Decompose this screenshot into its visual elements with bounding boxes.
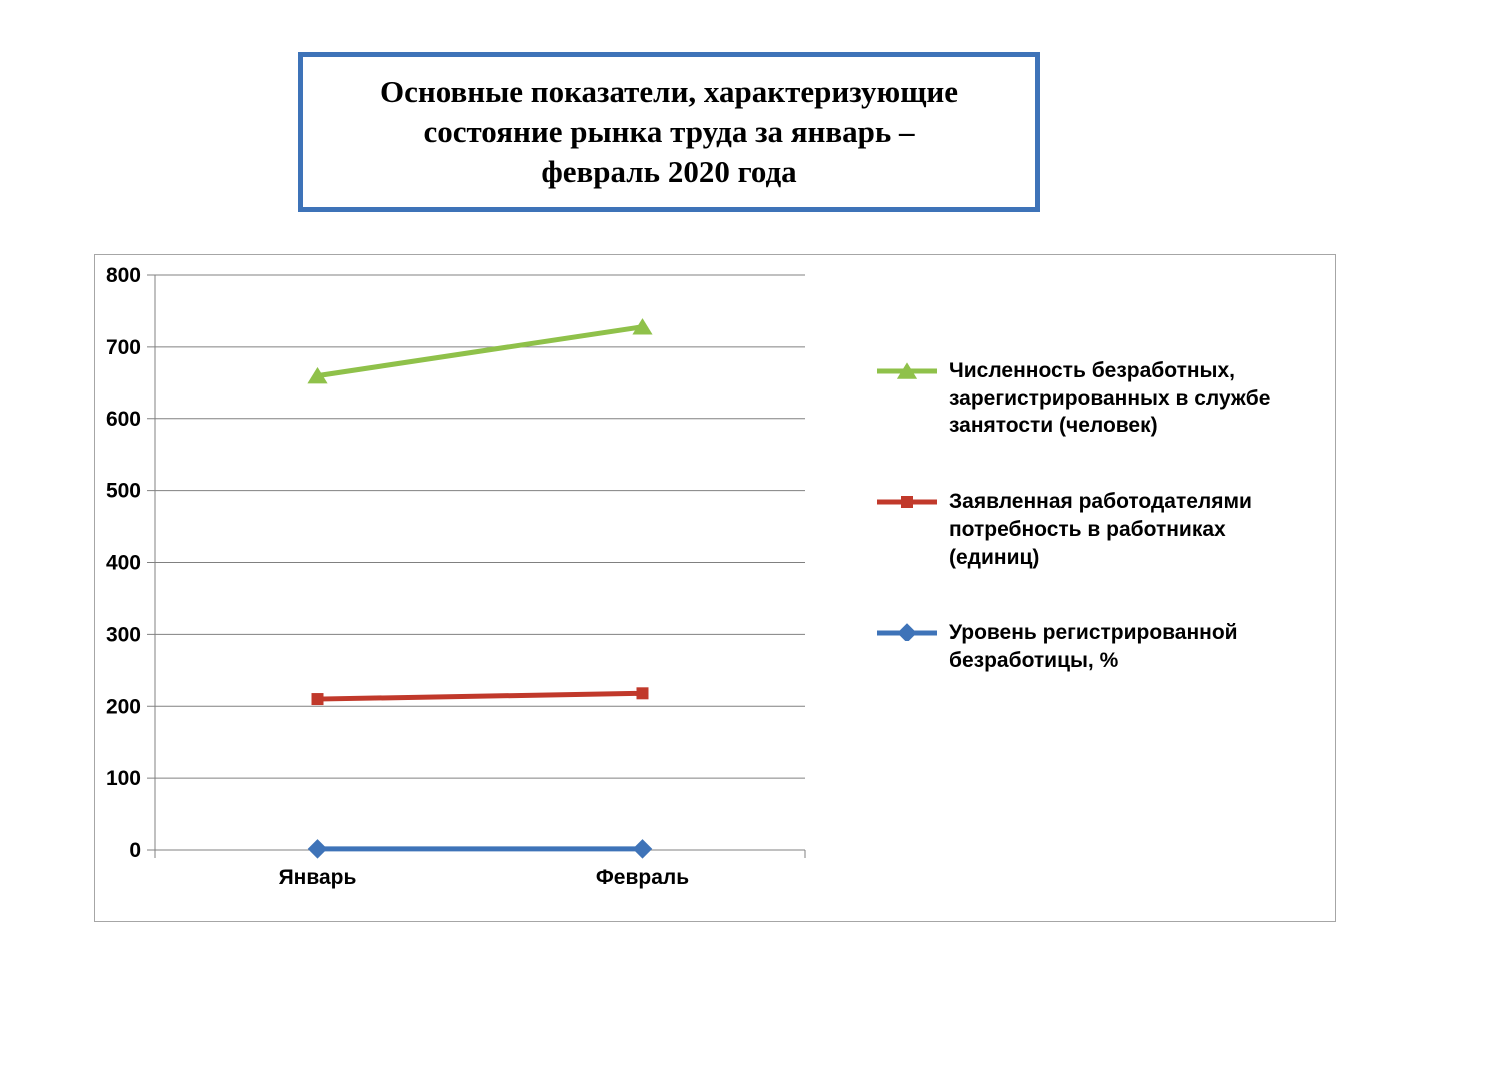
chart-legend: Численность безработных, зарегистрирован…	[877, 357, 1307, 723]
chart-container: 0 100 200 300 400 500 600 700 800 Январь Февраль Ч…	[94, 254, 1336, 922]
legend-swatch-vacancies	[877, 488, 937, 510]
chart-title-box: Основные показатели, характеризующие сос…	[298, 52, 1040, 212]
legend-label-vacancies: Заявленная работодателями потребность в …	[949, 488, 1307, 571]
svg-text:0: 0	[129, 839, 141, 862]
legend-item-unemployed: Численность безработных, зарегистрирован…	[877, 357, 1307, 440]
legend-swatch-unemployment_rate	[877, 619, 937, 641]
svg-text:700: 700	[106, 336, 141, 359]
svg-text:100: 100	[106, 767, 141, 790]
legend-label-unemployment_rate: Уровень регистрированной безработицы, %	[949, 619, 1307, 674]
svg-text:600: 600	[106, 408, 141, 431]
svg-text:Февраль: Февраль	[596, 866, 689, 889]
page: Основные показатели, характеризующие сос…	[0, 0, 1500, 1071]
svg-text:Январь: Январь	[279, 866, 357, 889]
svg-text:200: 200	[106, 695, 141, 718]
svg-text:400: 400	[106, 552, 141, 575]
legend-label-unemployed: Численность безработных, зарегистрирован…	[949, 357, 1307, 440]
svg-text:300: 300	[106, 623, 141, 646]
chart-title: Основные показатели, характеризующие сос…	[380, 72, 958, 193]
legend-item-vacancies: Заявленная работодателями потребность в …	[877, 488, 1307, 571]
legend-swatch-unemployed	[877, 357, 937, 379]
legend-item-unemployment_rate: Уровень регистрированной безработицы, %	[877, 619, 1307, 674]
svg-text:800: 800	[106, 264, 141, 287]
svg-text:500: 500	[106, 480, 141, 503]
